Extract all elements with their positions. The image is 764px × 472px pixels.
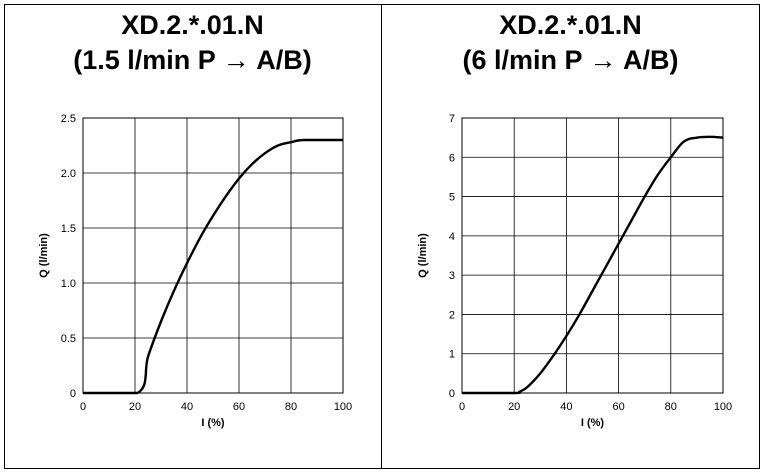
chart-panel-right: XD.2.*.01.N (6 l/min P → A/B) 0 20 40 60 80 1…	[382, 4, 759, 469]
x-tick-label-right: 80	[665, 401, 677, 413]
y-tick-label-right: 3	[449, 270, 455, 282]
x-tick-label-left: 100	[334, 401, 352, 413]
y-tick-label-left: 2.0	[61, 168, 76, 180]
y-tick-label-right: 0	[449, 388, 455, 400]
plot-area-left	[82, 117, 344, 394]
y-tick-label-right: 5	[449, 192, 455, 204]
y-tick-label-right: 1	[449, 349, 455, 361]
x-tick-label-right: 60	[612, 401, 624, 413]
x-axis-label-left: I (%)	[201, 417, 225, 429]
x-tick-label-right: 20	[508, 401, 520, 413]
y-tick-label-left: 1.0	[61, 278, 76, 290]
y-axis-label-right: Q (l/min)	[417, 233, 429, 278]
y-tick-label-right: 4	[449, 231, 455, 243]
y-axis-label-left: Q (l/min)	[38, 233, 50, 278]
x-tick-label-left: 20	[129, 401, 141, 413]
flow-curve-right	[462, 135, 724, 395]
panel-divider	[381, 4, 382, 469]
chart-title-left: XD.2.*.01.N	[121, 10, 264, 40]
flow-chart-left: 0 20 40 60 80 100 0 0.5 1.0 1.5 2.0 2.5 I (%) Q (l/mi…	[38, 113, 352, 429]
chart-panel-left: XD.2.*.01.N (1.5 l/min P → A/B) 0 20 40 60 8…	[4, 4, 381, 469]
y-tick-label-left: 1.5	[61, 223, 76, 235]
x-tick-label-left: 40	[181, 401, 193, 413]
plot-area-right	[461, 117, 724, 394]
y-tick-label-left: 2.5	[61, 113, 76, 125]
x-tick-label-left: 60	[233, 401, 245, 413]
figure-frame	[4, 4, 760, 469]
chart-title-right: XD.2.*.01.N	[499, 10, 642, 40]
x-tick-label-left: 80	[285, 401, 297, 413]
y-tick-label-left: 0	[70, 388, 76, 400]
y-tick-label-left: 0.5	[61, 333, 76, 345]
x-axis-label-right: I (%)	[581, 417, 605, 429]
x-tick-label-right: 0	[459, 401, 465, 413]
x-tick-label-right: 100	[714, 401, 732, 413]
x-tick-label-left: 0	[80, 401, 86, 413]
chart-subtitle-right: (6 l/min P → A/B)	[462, 45, 679, 75]
x-tick-label-right: 40	[560, 401, 572, 413]
y-tick-label-right: 2	[449, 309, 455, 321]
y-tick-label-right: 6	[449, 152, 455, 164]
y-tick-label-right: 7	[449, 113, 455, 125]
flow-curve-left	[83, 138, 343, 395]
chart-subtitle-left: (1.5 l/min P → A/B)	[73, 45, 312, 75]
flow-chart-right: 0 20 40 60 80 100 0 1 2 3 4 5 6 7 I (%) Q (l/min)	[417, 113, 732, 429]
